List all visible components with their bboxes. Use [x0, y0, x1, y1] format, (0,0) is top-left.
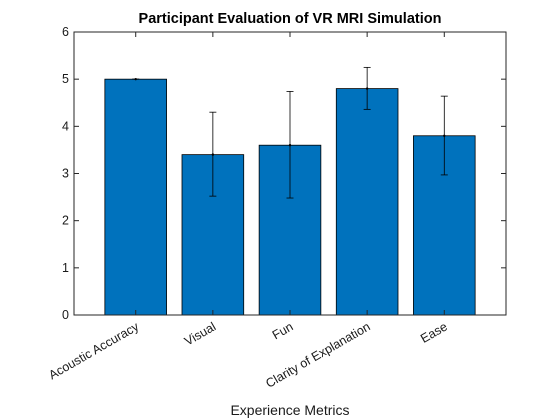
mean-marker	[134, 77, 137, 81]
x-tick-label: Acoustic Accuracy	[46, 319, 141, 382]
error-bars-group	[132, 66, 448, 199]
y-tick-label: 0	[62, 308, 69, 322]
x-tick-label: Visual	[182, 319, 218, 348]
y-tick-label: 4	[62, 119, 69, 133]
y-axis: 0 1 2 3 4 5 6	[62, 25, 506, 322]
mean-marker	[288, 144, 292, 147]
chart-title: Participant Evaluation of VR MRI Simulat…	[139, 11, 442, 27]
y-tick-label: 6	[62, 25, 69, 39]
x-tick-label: Fun	[270, 319, 296, 342]
bar	[335, 88, 399, 316]
mean-marker	[443, 134, 446, 137]
x-axis-label: Experience Metrics	[230, 402, 349, 418]
y-tick-label: 5	[62, 72, 69, 86]
mean-marker	[211, 153, 215, 156]
mean-marker	[365, 87, 369, 90]
x-tick-label: Ease	[418, 319, 450, 345]
y-tick-label: 1	[62, 261, 69, 275]
bar	[104, 78, 167, 316]
y-tick-label: 2	[62, 214, 69, 228]
y-tick-label: 3	[62, 167, 69, 181]
